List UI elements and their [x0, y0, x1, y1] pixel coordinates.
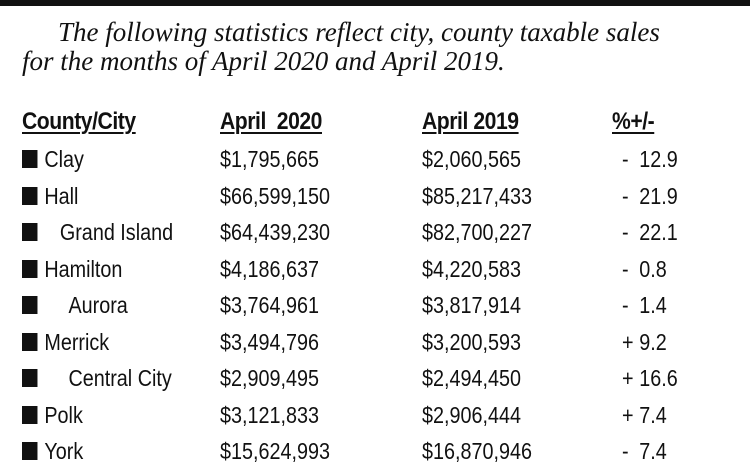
row-percent-change: +9.2 — [622, 329, 667, 356]
row-april-2019: $2,494,450 — [422, 365, 522, 391]
row-name-label: Hamilton — [44, 255, 123, 282]
row-change-value: 7.4 — [639, 401, 667, 428]
row-name-label: Aurora — [68, 292, 128, 318]
table-row: York $15,624,993 $16,870,946 -7.4 — [22, 434, 712, 471]
row-name-label: York — [44, 438, 84, 464]
row-change-sign: - — [622, 182, 629, 209]
row-name-label: Central City — [68, 365, 172, 391]
header-percent-change: %+/- — [612, 108, 655, 135]
row-change-value: 16.6 — [639, 365, 678, 391]
table-row: Hall $66,599,150 $85,217,433 -21.9 — [22, 179, 712, 216]
row-change-sign: + — [622, 328, 634, 355]
square-bullet-icon — [22, 405, 38, 424]
row-name: Clay — [22, 146, 84, 173]
intro-line-1: The following statistics reflect city, c… — [58, 17, 660, 47]
intro-text: The following statistics reflect city, c… — [22, 18, 742, 76]
row-name-label: Polk — [44, 401, 83, 428]
square-bullet-icon — [22, 332, 38, 351]
row-name-label: Merrick — [44, 328, 110, 355]
row-april-2020: $3,121,833 — [220, 401, 320, 428]
row-change-value: 1.4 — [639, 292, 667, 318]
row-percent-change: -22.1 — [622, 219, 678, 246]
row-change-value: 21.9 — [639, 182, 678, 209]
row-april-2019: $3,200,593 — [422, 328, 522, 355]
table-header: County/City April 2020 April 2019 %+/- — [22, 108, 712, 142]
row-change-value: 22.1 — [639, 219, 678, 245]
table-row: Central City $2,909,495 $2,494,450 +16.6 — [22, 361, 712, 398]
row-april-2020: $66,599,150 — [220, 182, 330, 209]
square-bullet-icon — [22, 442, 38, 460]
row-april-2019: $4,220,583 — [422, 255, 522, 282]
row-percent-change: +7.4 — [622, 402, 667, 429]
row-change-sign: - — [622, 146, 629, 172]
row-name-label: Hall — [44, 182, 79, 209]
row-percent-change: -1.4 — [622, 292, 667, 319]
row-change-sign: + — [622, 365, 634, 391]
header-county-city: County/City — [22, 108, 136, 135]
row-change-sign: + — [622, 401, 634, 428]
square-bullet-icon — [22, 186, 38, 205]
row-percent-change: -7.4 — [622, 438, 667, 465]
row-april-2019: $2,906,444 — [422, 401, 522, 428]
table-row: Hamilton $4,186,637 $4,220,583 -0.8 — [22, 252, 712, 289]
row-april-2020: $64,439,230 — [220, 219, 330, 245]
table-row: Grand Island $64,439,230 $82,700,227 -22.1 — [22, 215, 712, 252]
row-name: Merrick — [22, 329, 109, 356]
intro-line-2: for the months of April 2020 and April 2… — [22, 46, 505, 76]
row-percent-change: -21.9 — [622, 183, 678, 210]
table-body: Clay $1,795,665 $2,060,565-12.9 Hall $66,599… — [22, 142, 712, 471]
square-bullet-icon — [22, 223, 38, 241]
row-name-label: Grand Island — [59, 219, 174, 245]
row-april-2020: $3,764,961 — [220, 292, 320, 318]
table-row: Polk $3,121,833 $2,906,444 +7.4 — [22, 398, 712, 435]
header-april-2020: April 2020 — [220, 108, 322, 135]
row-name: Hamilton — [22, 256, 122, 283]
row-name: Hall — [22, 183, 78, 210]
row-april-2019: $2,060,565 — [422, 146, 522, 172]
square-bullet-icon — [22, 259, 38, 278]
table-row: Clay $1,795,665 $2,060,565 -12.9 — [22, 142, 712, 179]
square-bullet-icon — [22, 150, 38, 168]
row-change-sign: - — [622, 438, 629, 464]
row-change-value: 7.4 — [639, 438, 667, 464]
square-bullet-icon — [22, 296, 38, 314]
row-name: Central City — [22, 365, 172, 392]
row-april-2019: $82,700,227 — [422, 219, 532, 245]
row-april-2019: $85,217,433 — [422, 182, 532, 209]
header-april-2019: April 2019 — [422, 108, 519, 135]
row-name: Aurora — [22, 292, 128, 319]
row-change-sign: - — [622, 255, 629, 282]
row-april-2020: $1,795,665 — [220, 146, 320, 172]
row-percent-change: -0.8 — [622, 256, 667, 283]
row-april-2020: $4,186,637 — [220, 255, 320, 282]
row-name: Polk — [22, 402, 83, 429]
row-name: Grand Island — [22, 219, 173, 246]
row-change-sign: - — [622, 219, 629, 245]
square-bullet-icon — [22, 369, 38, 387]
row-change-value: 0.8 — [639, 255, 667, 282]
row-april-2020: $3,494,796 — [220, 328, 320, 355]
row-april-2019: $3,817,914 — [422, 292, 522, 318]
row-change-value: 12.9 — [639, 146, 678, 172]
row-change-sign: - — [622, 292, 629, 318]
row-name-label: Clay — [44, 146, 84, 172]
row-april-2020: $2,909,495 — [220, 365, 320, 391]
row-april-2019: $16,870,946 — [422, 438, 532, 464]
row-percent-change: +16.6 — [622, 365, 678, 392]
top-rule — [0, 0, 750, 6]
table-row: Merrick $3,494,796 $3,200,593 +9.2 — [22, 325, 712, 362]
taxable-sales-table: County/City April 2020 April 2019 %+/- C… — [22, 108, 712, 471]
table-row: Aurora $3,764,961 $3,817,914 -1.4 — [22, 288, 712, 325]
row-name: York — [22, 438, 83, 465]
row-april-2020: $15,624,993 — [220, 438, 330, 464]
row-percent-change: -12.9 — [622, 146, 678, 173]
row-change-value: 9.2 — [639, 328, 667, 355]
